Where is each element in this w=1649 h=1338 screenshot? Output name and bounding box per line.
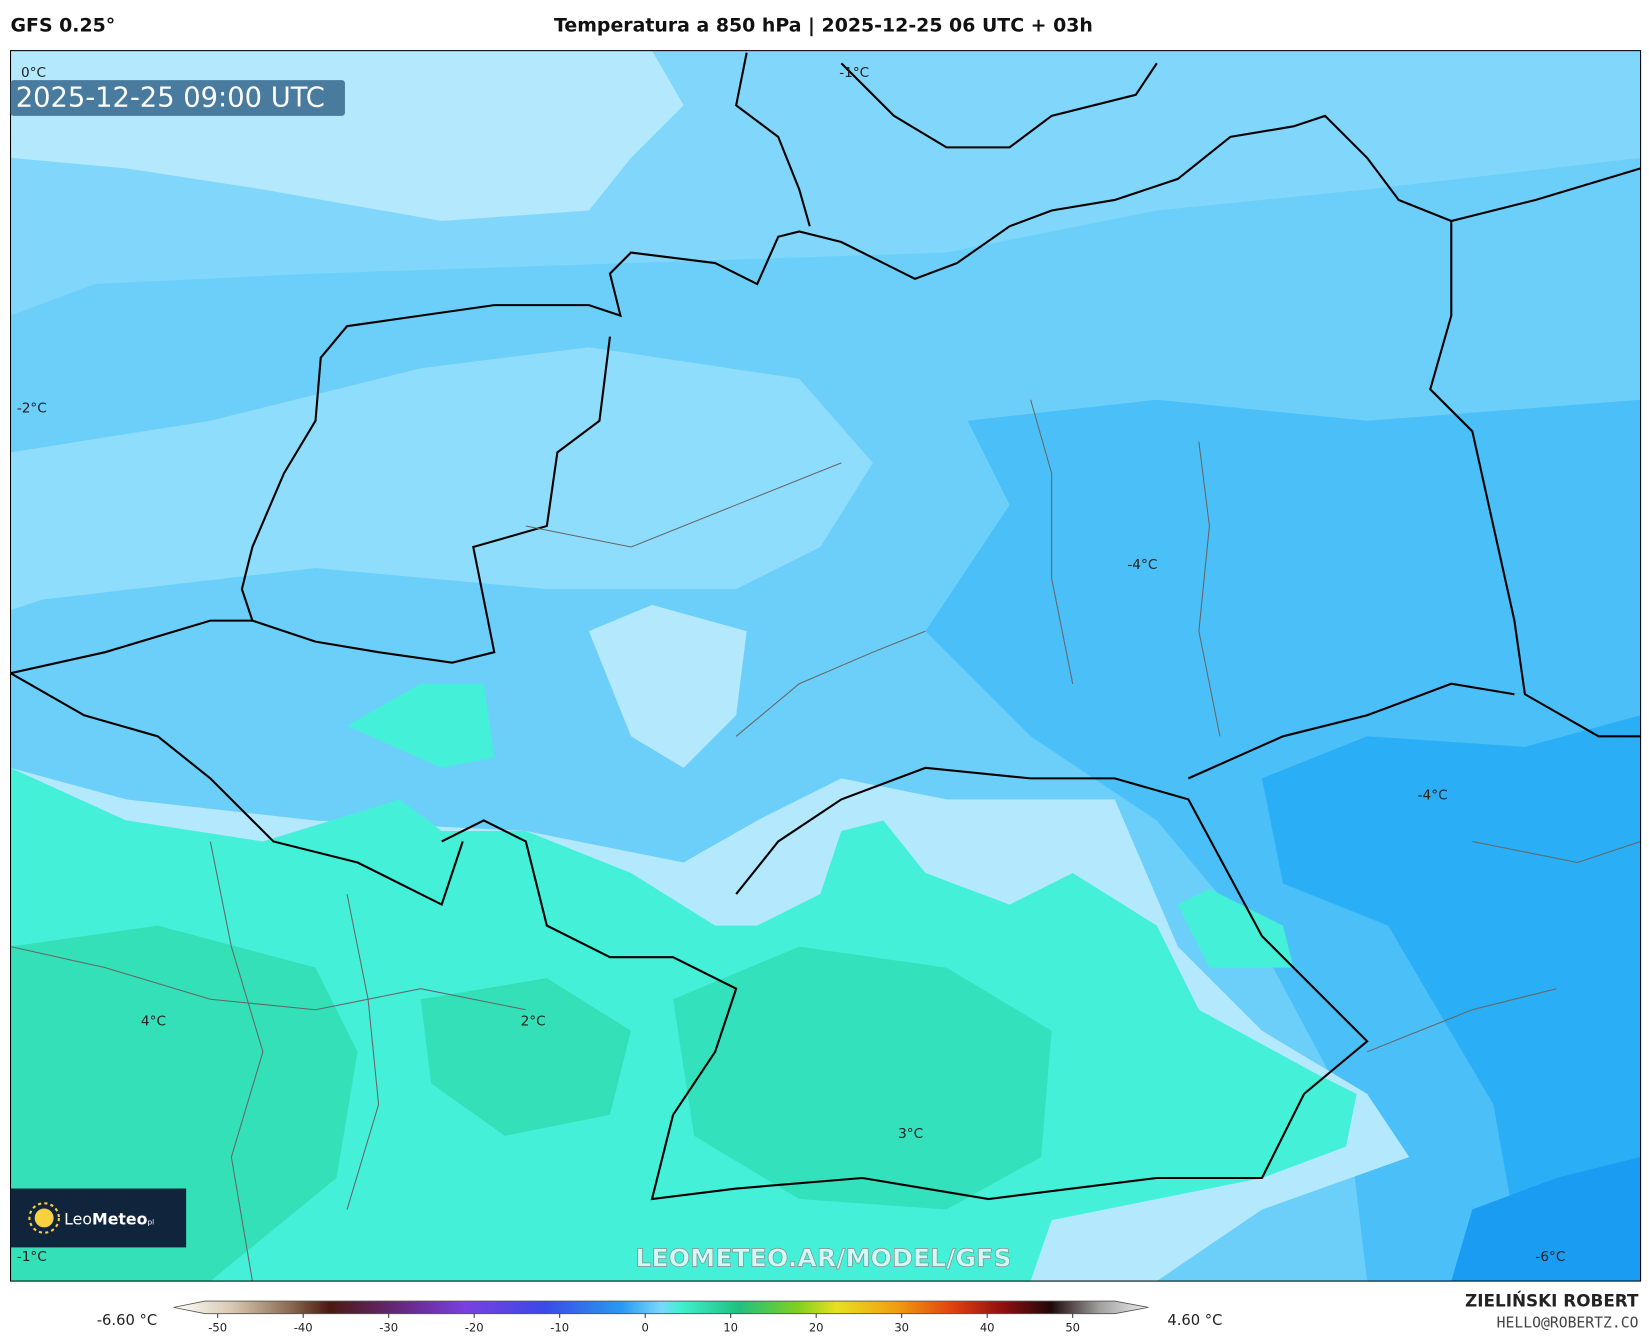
border xyxy=(441,766,1369,1201)
colorbar-tick-label: -20 xyxy=(465,1321,484,1335)
border xyxy=(252,336,612,664)
logo-rays xyxy=(28,1202,60,1234)
colorbar: -50 -40 -30 -20 -10 0 10 20 30 40 50 xyxy=(173,1300,1149,1335)
colorbar-max: 4.60 °C xyxy=(1167,1312,1222,1329)
map-field xyxy=(10,50,1641,1282)
timestamp: 2025-12-25 09:00 UTC xyxy=(16,82,325,113)
contour-label: 4°C xyxy=(141,1014,166,1030)
model-name: GFS 0.25° xyxy=(11,15,116,37)
colorbar-tick-label: 10 xyxy=(723,1321,738,1335)
contour-label: 3°C xyxy=(898,1126,923,1142)
contour-label: 0°C xyxy=(21,65,46,81)
coastline xyxy=(10,619,253,675)
field-green3 xyxy=(420,978,631,1136)
field-light2 xyxy=(10,347,873,611)
contour-label: 2°C xyxy=(521,1014,546,1030)
colorbar-bar xyxy=(173,1300,1149,1315)
colorbar-tick-label: -40 xyxy=(294,1321,313,1335)
colorbar-tick-label: 30 xyxy=(894,1321,909,1335)
coastline xyxy=(240,114,1641,621)
colorbar-min: -6.60 °C xyxy=(97,1312,157,1329)
logo: LeoMeteopl xyxy=(10,1188,187,1248)
contour-label: -1°C xyxy=(839,65,869,81)
coastline xyxy=(734,52,1158,227)
email: HELLO@ROBERTZ.CO xyxy=(1497,1314,1639,1331)
contour-label: -1°C xyxy=(17,1249,47,1265)
colorbar-tick-label: 50 xyxy=(1065,1321,1080,1335)
map-title: Temperatura a 850 hPa | 2025-12-25 06 UT… xyxy=(554,15,1093,37)
border xyxy=(1429,220,1641,738)
logo-light: Leo xyxy=(64,1209,92,1228)
contour-label: -2°C xyxy=(17,400,47,416)
timestamp-box xyxy=(10,80,345,116)
region-border xyxy=(10,399,1641,1282)
field-blue3 xyxy=(1451,1156,1641,1282)
colorbar-tick-label: -50 xyxy=(208,1321,227,1335)
watermark: LEOMETEO.AR/MODEL/GFS xyxy=(635,1243,1011,1272)
field-light3 xyxy=(588,604,747,768)
field-teal2 xyxy=(1177,888,1294,968)
border xyxy=(10,672,464,907)
field-green2 xyxy=(673,946,1052,1210)
logo-text: LeoMeteopl xyxy=(64,1209,154,1228)
contour-label: -6°C xyxy=(1535,1249,1565,1265)
contour-label: -4°C xyxy=(1418,787,1448,803)
author: ZIELIŃSKI ROBERT xyxy=(1465,1289,1639,1310)
colorbar-tick-label: 20 xyxy=(809,1321,824,1335)
field-teal3 xyxy=(347,683,495,768)
map-frame xyxy=(9,50,1642,1282)
colorbar-tick-label: 0 xyxy=(642,1321,649,1335)
colorbar-tick-label: 40 xyxy=(980,1321,995,1335)
logo-bold: Meteo xyxy=(92,1209,148,1228)
colorbar-tick-label: -30 xyxy=(379,1321,398,1335)
contour-label: -4°C xyxy=(1127,557,1157,573)
logo-suffix: pl xyxy=(147,1217,154,1226)
logo-sun xyxy=(34,1208,54,1228)
border xyxy=(1187,682,1515,780)
colorbar-tick-label: -10 xyxy=(550,1321,569,1335)
